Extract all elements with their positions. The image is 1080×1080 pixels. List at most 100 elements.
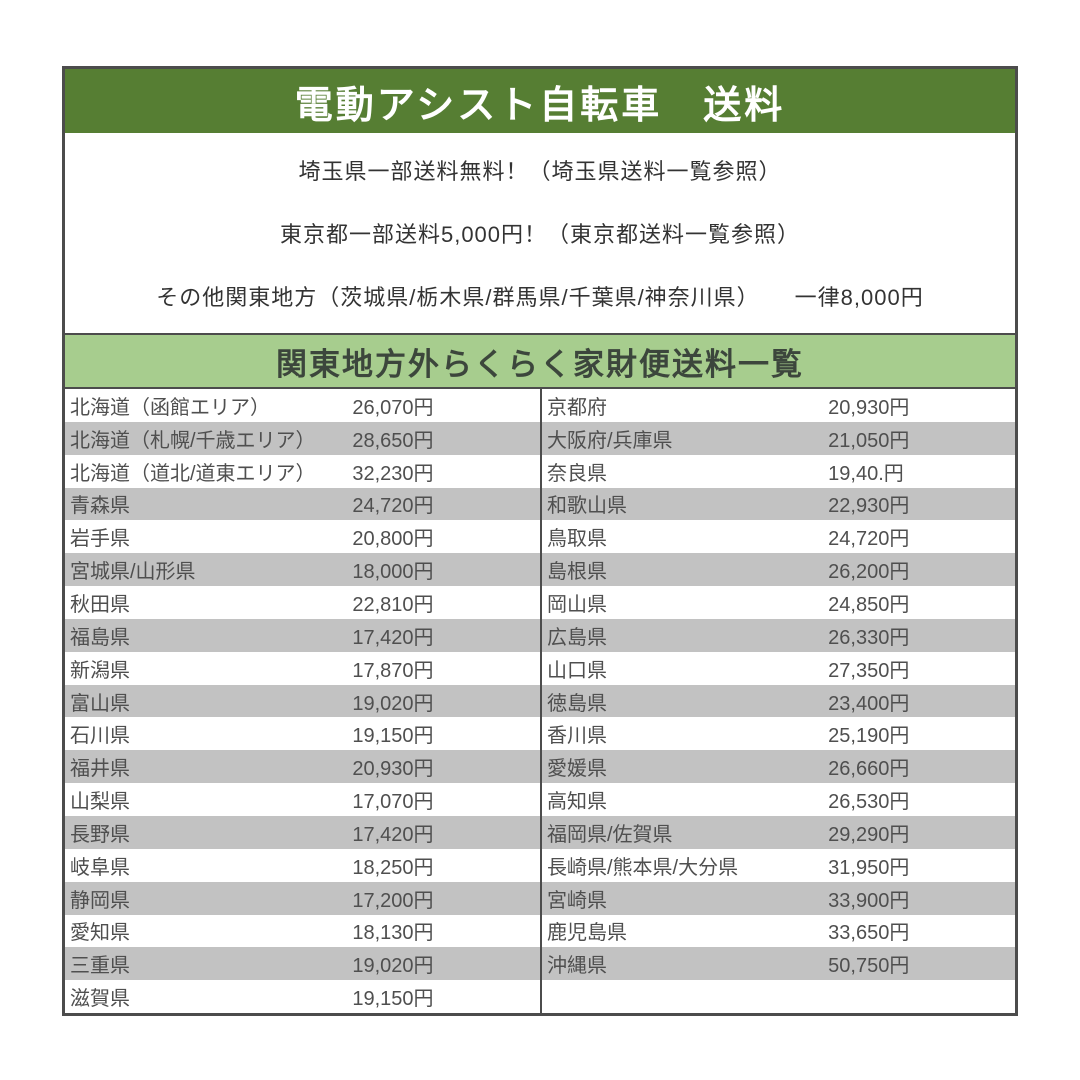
price-cell: 26,530円 <box>828 791 910 814</box>
region-cell: 北海道（札幌/千歳エリア） <box>70 429 316 452</box>
table-row: 和歌山県 22,930円 <box>542 487 1015 521</box>
table-row: 滋賀県 19,150円 <box>65 980 540 1013</box>
table-row: 三重県 19,020円 <box>65 947 540 981</box>
table-row: 愛知県 18,130円 <box>65 915 540 948</box>
region-cell: 大阪府/兵庫県 <box>547 429 673 452</box>
table-row: 沖縄県 50,750円 <box>542 947 1015 981</box>
region-cell: 岐阜県 <box>70 856 130 879</box>
table-row: 宮城県/山形県 18,000円 <box>65 553 540 587</box>
price-cell: 22,930円 <box>828 495 910 518</box>
region-cell: 山口県 <box>547 659 607 682</box>
table-row: 山口県 27,350円 <box>542 652 1015 685</box>
table-left-column: 北海道（函館エリア） 26,070円 北海道（札幌/千歳エリア） 28,650円 北海道… <box>65 389 540 1013</box>
region-cell: 北海道（函館エリア） <box>70 396 270 419</box>
region-cell: 宮城県/山形県 <box>70 561 196 584</box>
region-cell: 石川県 <box>70 725 130 748</box>
price-cell: 18,000円 <box>352 561 434 584</box>
price-cell: 27,350円 <box>828 659 910 682</box>
table-row: 山梨県 17,070円 <box>65 783 540 816</box>
region-cell: 秋田県 <box>70 593 130 616</box>
region-cell: 宮崎県 <box>547 889 607 912</box>
table-row: 北海道（道北/道東エリア） 32,230円 <box>65 455 540 488</box>
price-cell: 17,420円 <box>352 626 434 649</box>
region-cell: 岡山県 <box>547 593 607 616</box>
table-row: 石川県 19,150円 <box>65 717 540 750</box>
table-row: 徳島県 23,400円 <box>542 684 1015 718</box>
region-cell: 青森県 <box>70 495 130 518</box>
note-kanto-other: その他関東地方（茨城県/栃木県/群馬県/千葉県/神奈川県） 一律8,000円 <box>156 284 924 310</box>
table-title-banner: 関東地方外らくらく家財便送料一覧 <box>65 333 1015 389</box>
table-row: 奈良県 19,40.円 <box>542 455 1015 488</box>
region-cell: 奈良県 <box>547 462 607 485</box>
region-cell: 沖縄県 <box>547 955 607 978</box>
table-title: 関東地方外らくらく家財便送料一覧 <box>276 346 804 382</box>
table-row: 北海道（函館エリア） 26,070円 <box>65 389 540 422</box>
table-row <box>542 980 1015 1013</box>
region-cell: 徳島県 <box>547 692 607 715</box>
price-cell: 19,150円 <box>352 988 434 1011</box>
region-cell: 和歌山県 <box>547 495 627 518</box>
note-saitama: 埼玉県一部送料無料！（埼玉県送料一覧参照） <box>298 159 782 185</box>
region-cell: 三重県 <box>70 955 130 978</box>
price-cell: 19,40.円 <box>828 462 904 485</box>
region-cell: 岩手県 <box>70 528 130 551</box>
table-row: 福岡県/佐賀県 29,290円 <box>542 815 1015 849</box>
region-cell: 福島県 <box>70 626 130 649</box>
price-cell: 28,650円 <box>352 429 434 452</box>
table-row: 長野県 17,420円 <box>65 815 540 849</box>
region-cell: 富山県 <box>70 692 130 715</box>
region-cell: 長野県 <box>70 823 130 846</box>
price-cell: 50,750円 <box>828 955 910 978</box>
price-cell: 26,660円 <box>828 758 910 781</box>
price-cell: 25,190円 <box>828 725 910 748</box>
table-row: 富山県 19,020円 <box>65 684 540 718</box>
table-row: 鹿児島県 33,650円 <box>542 915 1015 948</box>
price-cell: 32,230円 <box>352 462 434 485</box>
table-row: 新潟県 17,870円 <box>65 652 540 685</box>
price-cell: 22,810円 <box>352 593 434 616</box>
price-cell: 31,950円 <box>828 856 910 879</box>
shipping-fee-table: 北海道（函館エリア） 26,070円 北海道（札幌/千歳エリア） 28,650円 北海道… <box>65 389 1015 1013</box>
price-cell: 18,250円 <box>352 856 434 879</box>
price-cell: 20,930円 <box>828 396 910 419</box>
price-cell: 20,930円 <box>352 758 434 781</box>
table-row: 福島県 17,420円 <box>65 618 540 652</box>
region-cell: 長崎県/熊本県/大分県 <box>547 856 739 879</box>
region-cell: 愛媛県 <box>547 758 607 781</box>
table-row: 岩手県 20,800円 <box>65 520 540 553</box>
table-row: 広島県 26,330円 <box>542 618 1015 652</box>
price-cell: 17,070円 <box>352 791 434 814</box>
table-row: 岐阜県 18,250円 <box>65 849 540 882</box>
region-cell: 広島県 <box>547 626 607 649</box>
table-row: 宮崎県 33,900円 <box>542 881 1015 915</box>
price-cell: 18,130円 <box>352 922 434 945</box>
table-row: 京都府 20,930円 <box>542 389 1015 422</box>
table-row: 青森県 24,720円 <box>65 487 540 521</box>
table-row: 香川県 25,190円 <box>542 717 1015 750</box>
region-cell: 京都府 <box>547 396 607 419</box>
table-row: 岡山県 24,850円 <box>542 586 1015 619</box>
region-cell: 滋賀県 <box>70 988 130 1011</box>
region-cell: 静岡県 <box>70 889 130 912</box>
price-cell: 17,420円 <box>352 823 434 846</box>
price-cell: 17,200円 <box>352 889 434 912</box>
region-cell: 愛知県 <box>70 922 130 945</box>
price-cell: 26,330円 <box>828 626 910 649</box>
title-bar: 電動アシスト自転車 送料 <box>65 69 1015 133</box>
price-cell: 19,150円 <box>352 725 434 748</box>
notes-section: 埼玉県一部送料無料！（埼玉県送料一覧参照） 東京都一部送料5,000円！（東京都… <box>65 133 1015 333</box>
price-cell: 26,070円 <box>352 396 434 419</box>
price-cell: 19,020円 <box>352 692 434 715</box>
table-right-column: 京都府 20,930円大阪府/兵庫県 21,050円奈良県 19,40.円和歌山県 22… <box>540 389 1015 1013</box>
price-cell: 26,200円 <box>828 561 910 584</box>
price-cell: 33,650円 <box>828 922 910 945</box>
price-cell: 23,400円 <box>828 692 910 715</box>
price-cell: 29,290円 <box>828 823 910 846</box>
table-row: 愛媛県 26,660円 <box>542 750 1015 784</box>
price-cell: 19,020円 <box>352 955 434 978</box>
price-cell: 21,050円 <box>828 429 910 452</box>
price-cell: 33,900円 <box>828 889 910 912</box>
price-cell: 24,720円 <box>828 528 910 551</box>
table-row: 福井県 20,930円 <box>65 750 540 784</box>
region-cell: 新潟県 <box>70 659 130 682</box>
